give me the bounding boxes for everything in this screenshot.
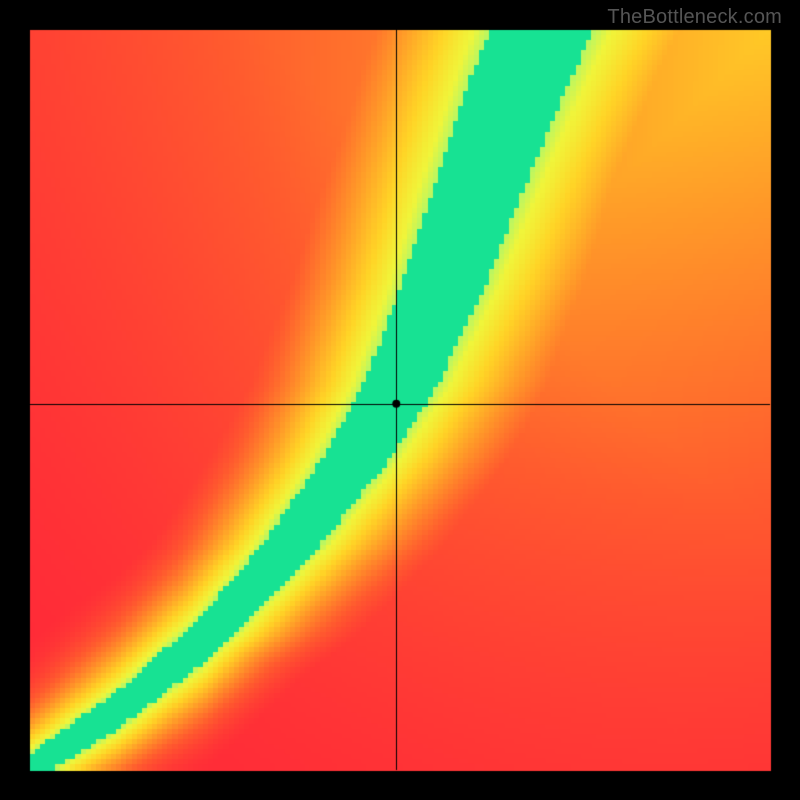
watermark-text: TheBottleneck.com bbox=[607, 6, 782, 29]
bottleneck-heatmap bbox=[0, 0, 800, 800]
